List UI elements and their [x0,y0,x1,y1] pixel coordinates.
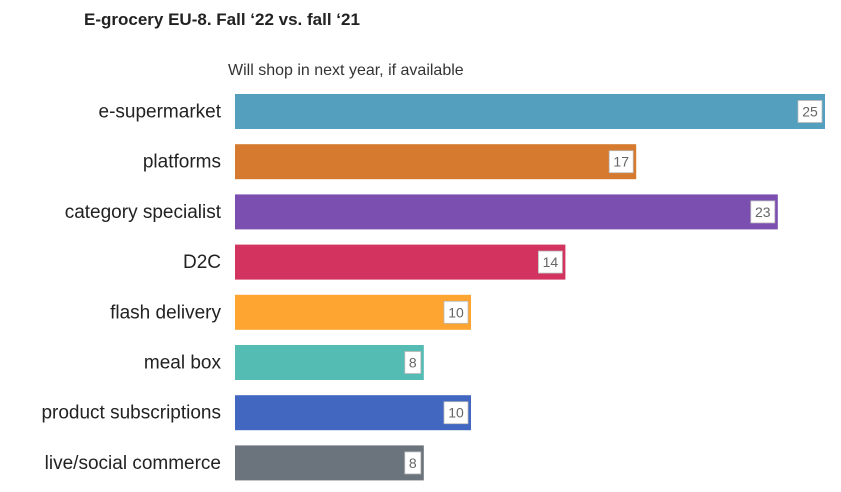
value-label-category-specialist: 23 [755,204,771,220]
value-label-meal-box: 8 [409,355,417,371]
chart-title: E-grocery EU-8. Fall ‘22 vs. fall ‘21 [84,10,360,29]
bar-live-social-commerce [235,445,424,481]
bar-platforms [235,144,637,180]
value-label-box-flash-delivery [443,300,469,324]
category-label-category-specialist: category specialist [65,202,222,223]
category-label-d2c: D2C [183,252,221,273]
value-label-platforms: 17 [613,154,629,170]
bar-product-subscriptions [235,395,471,431]
value-label-box-product-subscriptions [443,401,469,425]
value-label-box-platforms [608,150,634,174]
bar-d2c [235,244,566,280]
category-label-meal-box: meal box [144,353,222,374]
value-label-box-e-supermarket [797,100,823,123]
value-label-flash-delivery: 10 [448,304,464,320]
value-label-live-social-commerce: 8 [409,455,417,471]
value-label-box-live-social-commerce [404,451,422,475]
bar-e-supermarket [235,94,825,129]
value-label-box-meal-box [404,351,422,374]
category-label-e-supermarket: e-supermarket [99,102,222,123]
value-label-e-supermarket: 25 [802,104,818,120]
category-label-flash-delivery: flash delivery [110,302,221,323]
category-label-platforms: platforms [143,152,221,173]
value-label-product-subscriptions: 10 [448,405,464,421]
bar-flash-delivery [235,294,471,330]
chart-subtitle: Will shop in next year, if available [228,62,464,79]
value-label-box-category-specialist [750,200,776,224]
bar-category-specialist [235,194,778,230]
value-label-box-d2c [538,250,563,274]
bar-meal-box [235,345,424,380]
category-label-product-subscriptions: product subscriptions [41,403,221,424]
category-label-live-social-commerce: live/social commerce [45,453,221,474]
value-label-d2c: 14 [543,254,559,270]
